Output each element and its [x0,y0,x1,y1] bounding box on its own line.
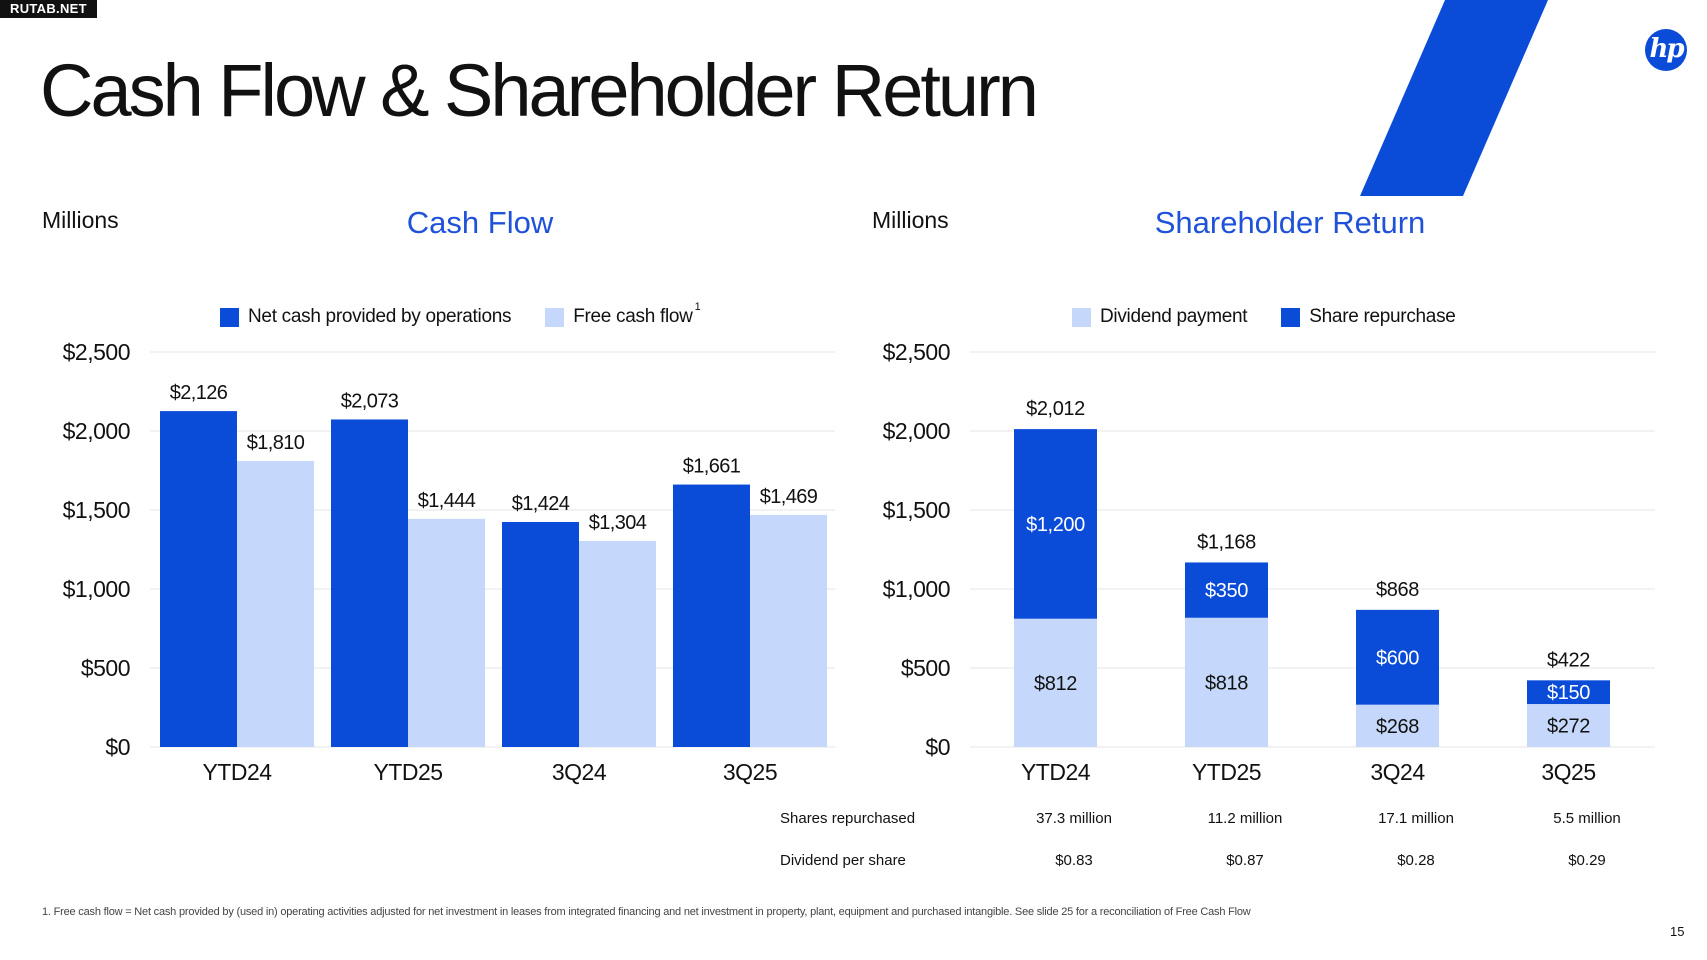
y-tick-label: $1,000 [883,576,950,602]
bar-segment [1356,704,1439,747]
y-tick-label: $0 [105,734,130,760]
y-tick-label: $2,000 [63,418,130,444]
data-label: $1,304 [589,512,647,534]
bar-segment [1014,429,1097,619]
bar-segment [1014,618,1097,747]
x-tick-label: 3Q24 [1370,759,1425,785]
table-cell: 17.1 million [1378,810,1454,827]
cash-flow-legend: Net cash provided by operations Free cas… [220,301,734,328]
x-tick-label: 3Q25 [723,759,777,785]
decorative-stripe [1360,0,1548,196]
legend-swatch-dark [220,307,239,327]
bar-segment [1527,704,1610,747]
legend-swatch-light [1072,307,1091,327]
data-label: $1,424 [512,493,570,515]
y-tick-label: $1,500 [883,497,950,523]
bar [331,419,408,747]
y-tick-label: $500 [81,655,130,681]
shareholder-return-chart-title: Shareholder Return [1154,205,1426,240]
table-cell: $0.83 [1055,852,1093,869]
row-label: Shares repurchased [780,810,916,827]
data-label: $1,444 [418,490,476,512]
data-label: $1,661 [683,456,741,478]
shareholder-return-chart: $0 $500 $1,000 $1,500 $2,000 $2,500 $812 $1,200… [883,339,1655,785]
legend-item-net-cash: Net cash provided by operations [220,306,512,328]
shareholder-return-units-label: Millions [872,207,949,233]
legend-swatch-light [545,307,565,327]
data-label: $1,469 [760,486,818,508]
cash-flow-chart: $0 $500 $1,000 $1,500 $2,000 $2,500 $2,126 $1,8… [63,339,835,785]
cash-flow-units-label: Millions [42,207,119,233]
row-label: Dividend per share [780,852,906,869]
table-cell: 5.5 million [1553,810,1621,827]
x-tick-label: YTD25 [373,759,442,785]
table-cell: $0.87 [1226,852,1264,869]
y-tick-label: $0 [925,734,950,760]
table-cell: $0.29 [1568,852,1606,869]
data-label: $272 [1547,716,1590,738]
data-label: $2,073 [341,390,399,412]
total-label: $868 [1376,579,1419,601]
shareholder-return-legend: Dividend payment Share repurchase [1072,306,1490,328]
page-number: 15 [1670,924,1685,939]
data-label: $600 [1376,647,1419,669]
legend-swatch-dark [1281,307,1301,327]
table-cell: 37.3 million [1036,810,1112,827]
y-tick-label: $1,000 [63,576,130,602]
data-label: $818 [1205,672,1248,694]
total-label: $2,012 [1026,398,1085,420]
page-title: Cash Flow & Shareholder Return [40,49,1039,132]
legend-item-dividend: Dividend payment [1072,306,1248,328]
bar [579,540,656,747]
data-label: $350 [1205,580,1248,602]
data-label: $1,810 [247,432,305,454]
data-label: $150 [1547,682,1590,704]
bar-segment [1527,680,1610,705]
legend-item-repurchase: Share repurchase [1281,306,1456,328]
bar-segment [1185,562,1268,618]
legend-label-dividend: Dividend payment [1100,306,1248,327]
legend-item-free-cash-flow: Free cash flow 1 [545,301,701,328]
table-row-dividend-per-share: Dividend per share $0.83 $0.87 $0.28 $0.… [780,852,1660,874]
footnote-marker: 1 [694,301,701,313]
total-label: $422 [1547,649,1590,671]
x-tick-label: YTD25 [1192,759,1261,785]
bar [237,461,314,747]
total-label: $1,168 [1197,531,1256,553]
y-tick-label: $1,500 [63,497,130,523]
bar [750,514,827,747]
table-cell: 11.2 million [1207,810,1283,827]
data-label: $812 [1034,673,1077,695]
data-label: $268 [1376,716,1419,738]
legend-label-repurchase: Share repurchase [1309,306,1456,327]
x-tick-label: YTD24 [1021,759,1091,785]
data-label: $1,200 [1026,514,1085,536]
table-row-shares-repurchased: Shares repurchased 37.3 million 11.2 mil… [780,810,1660,832]
y-tick-label: $2,500 [883,339,950,365]
bar-segment [1356,609,1439,705]
bar [673,484,750,747]
bar [502,522,579,747]
footnote: 1. Free cash flow = Net cash provided by… [42,906,1251,918]
legend-label-net-cash: Net cash provided by operations [248,306,512,327]
x-tick-label: 3Q25 [1541,759,1595,785]
y-tick-label: $500 [901,655,950,681]
data-label: $2,126 [170,382,228,404]
shareholder-stats-table: Shares repurchased 37.3 million 11.2 mil… [780,810,1660,874]
bar [160,411,237,747]
table-cell: $0.28 [1397,852,1435,869]
watermark-label: RUTAB.NET [0,0,97,18]
legend-label-free-cash-flow: Free cash flow [573,306,693,327]
y-tick-label: $2,000 [883,418,950,444]
x-tick-label: YTD24 [202,759,272,785]
cash-flow-chart-title: Cash Flow [406,205,554,240]
y-tick-label: $2,500 [63,339,130,365]
hp-logo-icon: hp [1645,29,1687,71]
bar-segment [1185,617,1268,747]
x-tick-label: 3Q24 [552,759,607,785]
bar [408,518,485,747]
